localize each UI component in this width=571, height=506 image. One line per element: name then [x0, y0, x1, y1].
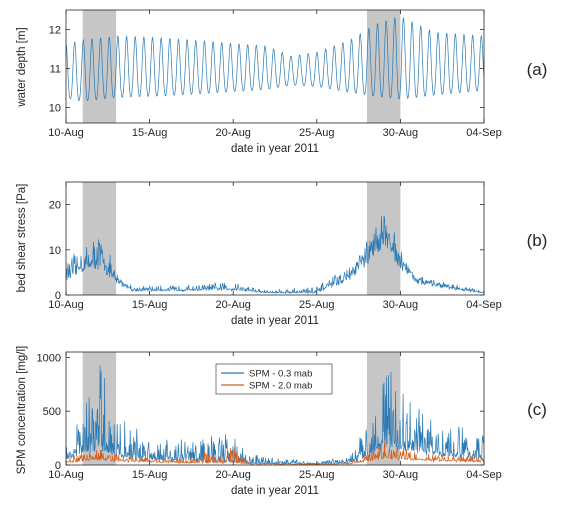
- x-tick-label: 04-Sep: [466, 127, 501, 139]
- x-tick-label: 30-Aug: [383, 127, 418, 139]
- panel-label: (a): [527, 60, 548, 79]
- x-tick-label: 20-Aug: [215, 127, 250, 139]
- x-tick-label: 15-Aug: [132, 299, 167, 311]
- legend-entry: SPM - 2.0 mab: [249, 381, 312, 392]
- data-lines: [66, 365, 484, 465]
- series-line-1: [66, 16, 484, 102]
- y-tick-label: 1000: [37, 352, 61, 364]
- x-tick-label: 15-Aug: [132, 469, 167, 481]
- panel-label: (c): [527, 400, 547, 419]
- y-tick-label: 10: [49, 102, 61, 114]
- y-tick-label: 0: [55, 460, 61, 472]
- legend-box: [215, 363, 333, 395]
- shaded-period-1: [82, 182, 117, 295]
- y-tick-label: 500: [43, 406, 61, 418]
- panel-b: 10-Aug 15-Aug 20-Aug 25-Aug 30-Aug 04-Sep 0 10 2…: [16, 181, 548, 327]
- axes-box: [65, 181, 485, 296]
- x-tick-label: 30-Aug: [383, 299, 418, 311]
- series-line-2: [66, 441, 484, 465]
- axes-box: [65, 9, 485, 124]
- legend-entry: SPM - 0.3 mab: [249, 369, 312, 380]
- x-tick-label: 10-Aug: [48, 127, 83, 139]
- x-tick-label: 20-Aug: [215, 299, 250, 311]
- y-axis-label: bed shear stress [Pa]: [16, 184, 28, 293]
- x-tick-label: 25-Aug: [299, 469, 334, 481]
- x-tick-label: 15-Aug: [132, 127, 167, 139]
- x-tick-label: 04-Sep: [466, 299, 501, 311]
- y-axis-label: SPM concentration [mg/l]: [16, 346, 28, 474]
- shaded-period-1: [82, 10, 117, 123]
- x-tick-label: 25-Aug: [299, 127, 334, 139]
- panel-a: 10-Aug 15-Aug 20-Aug 25-Aug 30-Aug 04-Sep 10 11…: [16, 9, 548, 155]
- data-lines: [66, 16, 484, 102]
- x-tick-label: 04-Sep: [466, 469, 501, 481]
- axes-box: [65, 351, 485, 466]
- y-tick-label: 10: [49, 245, 61, 257]
- x-tick-label: 30-Aug: [383, 469, 418, 481]
- x-tick-label: 10-Aug: [48, 299, 83, 311]
- series-line-1: [66, 215, 484, 295]
- x-tick-label: 25-Aug: [299, 299, 334, 311]
- shaded-period-2: [366, 10, 401, 123]
- x-tick-label: 20-Aug: [215, 469, 250, 481]
- x-axis-label: date in year 2011: [231, 485, 319, 497]
- panel-label: (b): [527, 231, 548, 250]
- y-tick-label: 0: [55, 290, 61, 302]
- panel-c: 10-Aug 15-Aug 20-Aug 25-Aug 30-Aug 04-Sep 0 500…: [16, 346, 547, 497]
- plot-area: [66, 182, 484, 295]
- y-axis-label: water depth [m]: [16, 27, 28, 107]
- x-axis-label: date in year 2011: [231, 143, 319, 155]
- x-tick-label: 10-Aug: [48, 469, 83, 481]
- y-tick-label: 20: [49, 200, 61, 212]
- x-axis-label: date in year 2011: [231, 315, 319, 327]
- y-tick-label: 12: [49, 24, 61, 36]
- y-tick-label: 11: [50, 63, 61, 75]
- data-lines: [66, 215, 484, 295]
